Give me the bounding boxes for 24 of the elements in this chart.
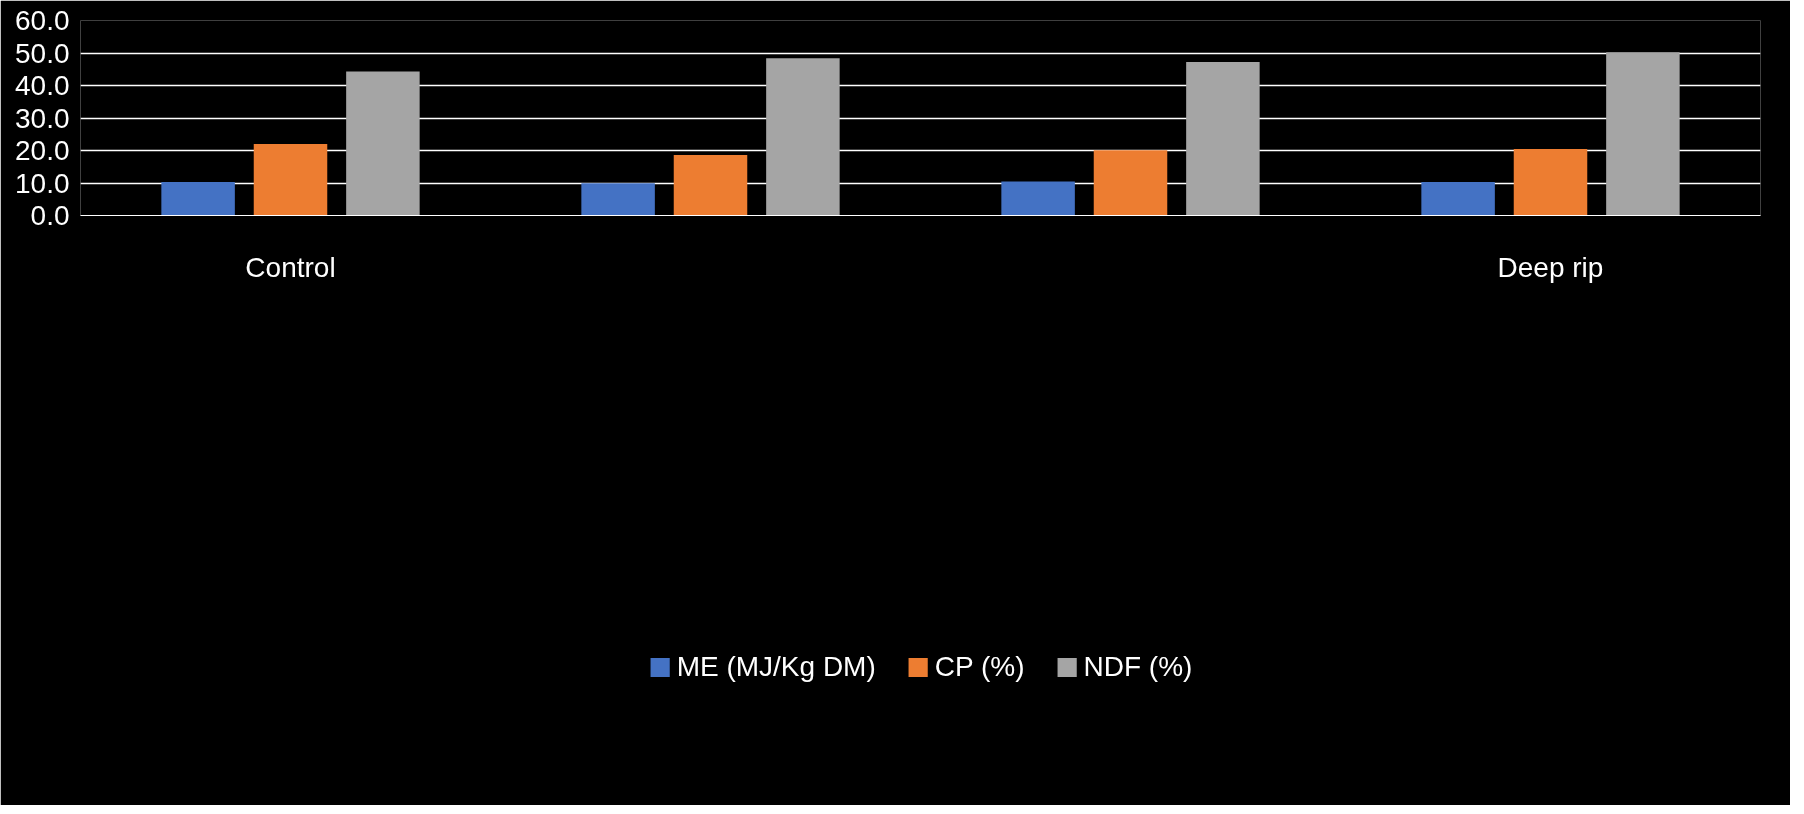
y-tick-label: 20.0: [15, 135, 70, 166]
bar: [581, 183, 655, 216]
legend-label: CP (%): [934, 651, 1025, 683]
bar: [1606, 52, 1680, 216]
bar: [766, 58, 840, 216]
y-tick-label: 50.0: [15, 37, 70, 69]
y-tick-label: 30.0: [15, 102, 70, 134]
bar: [1186, 62, 1260, 216]
bar: [346, 71, 420, 216]
bar: [673, 155, 748, 216]
x-tick-label: Deep rip: [1497, 251, 1604, 283]
bar: [253, 144, 328, 216]
y-tick-label: 10.0: [15, 167, 70, 199]
bar: [1001, 181, 1075, 216]
x-tick-label: Control: [245, 251, 336, 283]
legend-label: ME (MJ/Kg DM): [676, 651, 876, 683]
y-tick-label: 40.0: [15, 70, 70, 101]
bar: [1421, 182, 1495, 216]
legend-label: NDF (%): [1083, 651, 1193, 683]
bar: [1093, 150, 1168, 216]
bar: [161, 182, 235, 216]
bar: [1513, 148, 1588, 216]
y-tick-label: 60.0: [15, 5, 70, 36]
y-tick-label: 0.0: [30, 200, 70, 231]
